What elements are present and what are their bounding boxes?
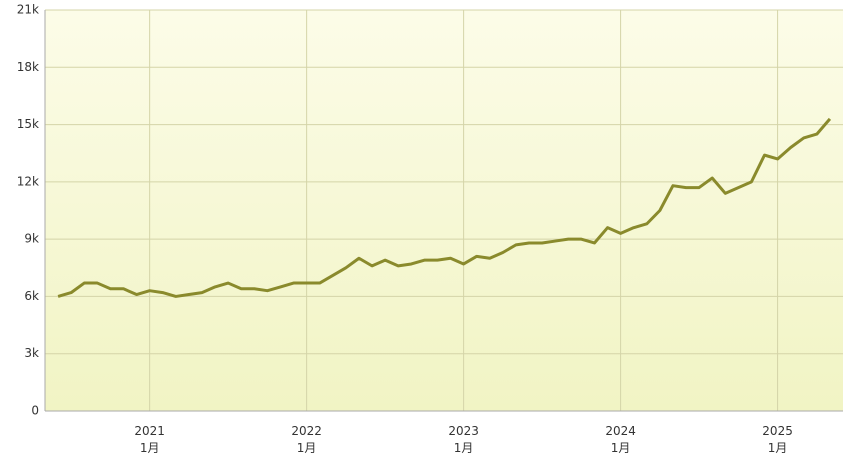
data-line xyxy=(57,117,832,298)
y-tick-label: 15k xyxy=(17,117,39,131)
y-tick-label: 12k xyxy=(17,174,39,188)
y-tick-label: 3k xyxy=(24,346,39,360)
y-tick-label: 9k xyxy=(24,232,39,246)
y-tick-label: 0 xyxy=(31,404,39,418)
x-tick-label: 2024 1月 xyxy=(605,424,636,455)
y-tick-label: 6k xyxy=(24,289,39,303)
plot-area xyxy=(45,10,843,411)
x-tick-label: 2023 1月 xyxy=(448,424,479,455)
y-tick-label: 18k xyxy=(17,60,39,74)
y-tick-label: 21k xyxy=(17,3,39,17)
x-tick-label: 2021 1月 xyxy=(134,424,165,455)
x-tick-label: 2022 1月 xyxy=(291,424,322,455)
x-tick-label: 2025 1月 xyxy=(762,424,793,455)
